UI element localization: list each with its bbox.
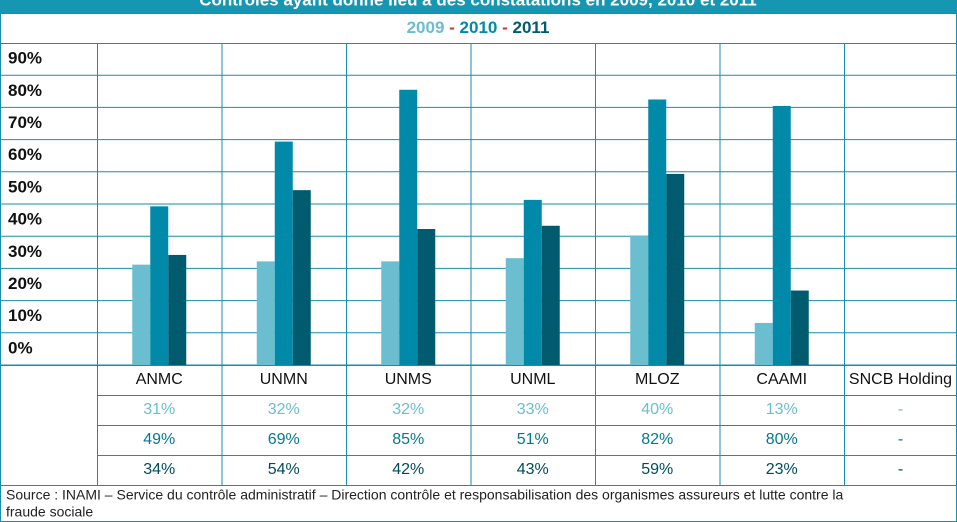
value-label: 40% bbox=[641, 401, 673, 418]
y-tick-label: 50% bbox=[8, 177, 42, 196]
bar bbox=[168, 254, 187, 365]
value-label: 32% bbox=[268, 401, 300, 418]
bar bbox=[256, 261, 275, 365]
bar bbox=[292, 190, 311, 365]
y-tick-label: 30% bbox=[8, 242, 42, 261]
value-label: 34% bbox=[143, 461, 175, 478]
bar bbox=[648, 99, 667, 365]
value-label: - bbox=[898, 401, 903, 418]
y-tick-label: 10% bbox=[8, 306, 42, 325]
value-label: 42% bbox=[392, 461, 424, 478]
value-label: 31% bbox=[143, 401, 175, 418]
x-tick-label: CAAMI bbox=[756, 371, 807, 388]
bar bbox=[541, 225, 560, 365]
value-label: 13% bbox=[766, 401, 798, 418]
source: fraude sociale bbox=[6, 504, 93, 520]
x-tick-label: UNMN bbox=[260, 371, 308, 388]
bar bbox=[666, 173, 685, 365]
legend-entry: 2011 bbox=[513, 18, 550, 37]
bar bbox=[772, 105, 791, 365]
chart-title: Contrôles ayant donné lieu à des constat… bbox=[199, 0, 756, 9]
y-tick-label: 40% bbox=[8, 210, 42, 229]
value-label: 59% bbox=[641, 461, 673, 478]
value-label: 54% bbox=[268, 461, 300, 478]
legend-entry: 2009 bbox=[407, 18, 445, 37]
bar bbox=[630, 235, 649, 365]
value-label: 32% bbox=[392, 401, 424, 418]
x-tick-label: ANMC bbox=[136, 371, 183, 388]
value-label: 23% bbox=[766, 461, 798, 478]
legend-entry: 2010 bbox=[460, 18, 498, 37]
x-tick-label: UNMS bbox=[385, 371, 432, 388]
bar bbox=[150, 206, 169, 365]
value-label: 51% bbox=[517, 431, 549, 448]
y-tick-label: 20% bbox=[8, 274, 42, 293]
legend: 2009 - 2010 - 2011 bbox=[407, 18, 550, 37]
legend-separator: - bbox=[502, 18, 508, 37]
bar bbox=[790, 290, 809, 365]
bar bbox=[381, 261, 400, 365]
y-tick-label: 60% bbox=[8, 145, 42, 164]
value-label: 49% bbox=[143, 431, 175, 448]
value-label: - bbox=[898, 461, 903, 478]
value-label: 69% bbox=[268, 431, 300, 448]
x-tick-label: UNML bbox=[510, 371, 555, 388]
title-band bbox=[0, 0, 957, 13]
value-label: 80% bbox=[766, 431, 798, 448]
legend-text: 2009 - 2010 - 2011 bbox=[407, 18, 550, 37]
legend-separator: - bbox=[449, 18, 455, 37]
bar bbox=[132, 264, 151, 365]
bar bbox=[754, 322, 773, 365]
source: Source : INAMI – Service du contrôle adm… bbox=[6, 487, 844, 503]
x-tick-label: SNCB Holding bbox=[849, 371, 952, 388]
y-tick-label: 80% bbox=[8, 81, 42, 100]
bar bbox=[399, 89, 418, 366]
bar bbox=[505, 258, 524, 365]
y-tick-label: 90% bbox=[8, 49, 42, 68]
value-label: 43% bbox=[517, 461, 549, 478]
value-label: - bbox=[898, 431, 903, 448]
y-tick-label: 70% bbox=[8, 113, 42, 132]
y-tick-label: 0% bbox=[8, 338, 33, 357]
value-label: 33% bbox=[517, 401, 549, 418]
value-label: 82% bbox=[641, 431, 673, 448]
bar bbox=[417, 229, 436, 365]
bar bbox=[523, 199, 542, 365]
x-tick-label: MLOZ bbox=[635, 371, 680, 388]
value-label: 85% bbox=[392, 431, 424, 448]
bar bbox=[274, 141, 293, 365]
